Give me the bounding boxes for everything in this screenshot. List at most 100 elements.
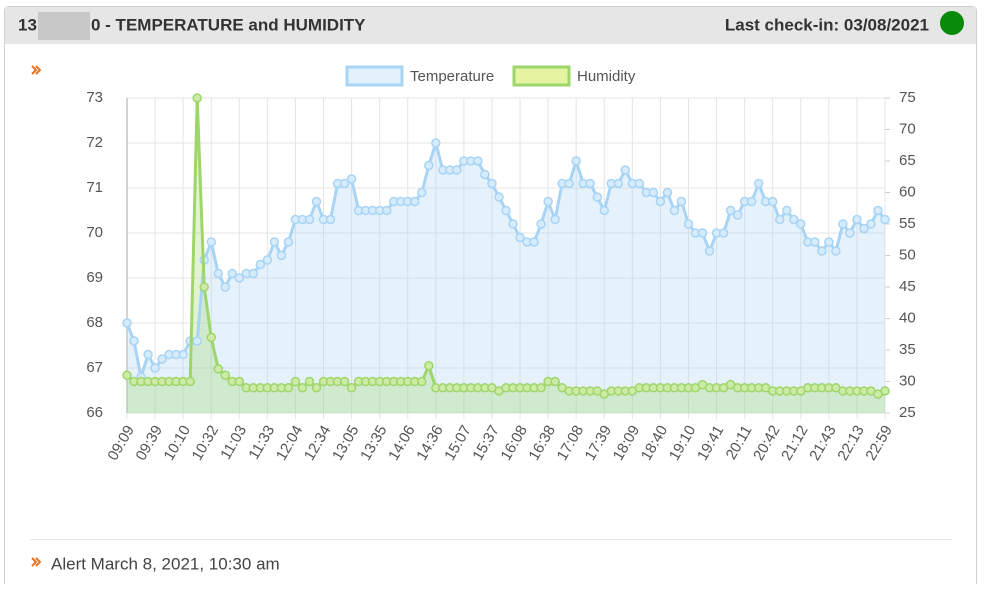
point — [339, 376, 350, 387]
point — [220, 282, 231, 292]
point — [789, 214, 799, 225]
point — [206, 332, 216, 343]
redaction — [38, 12, 90, 40]
point — [157, 354, 167, 364]
point — [248, 268, 259, 279]
point — [325, 214, 336, 225]
point — [515, 232, 525, 243]
point — [283, 237, 294, 247]
point — [150, 363, 160, 373]
point — [838, 219, 848, 229]
point — [536, 383, 546, 393]
point — [592, 192, 602, 202]
point — [213, 268, 223, 279]
y-tick-label: 70 — [86, 224, 103, 241]
last-checkin: Last check-in: 03/08/2021 — [725, 15, 929, 34]
point — [859, 223, 869, 234]
point — [494, 192, 504, 202]
point — [185, 376, 195, 387]
panel-frame — [4, 6, 977, 589]
point — [192, 336, 202, 346]
point — [346, 174, 357, 184]
point — [817, 246, 827, 256]
y2-tick-label: 70 — [899, 120, 916, 137]
point — [304, 376, 315, 387]
legend-label: Temperature — [410, 68, 494, 85]
point — [866, 219, 876, 229]
point — [880, 386, 890, 396]
point — [880, 214, 890, 225]
point — [339, 178, 350, 189]
point — [213, 364, 223, 374]
point — [501, 205, 511, 216]
point — [276, 250, 287, 261]
point — [852, 214, 862, 225]
point — [655, 196, 666, 207]
y-tick-label: 67 — [86, 359, 103, 376]
point — [746, 196, 757, 207]
point — [304, 214, 315, 225]
point — [262, 255, 273, 265]
point — [311, 196, 322, 207]
point — [648, 187, 659, 198]
point — [662, 187, 673, 198]
point — [781, 205, 792, 216]
point — [129, 336, 139, 346]
panel-header — [5, 7, 976, 44]
y-tick-label: 73 — [86, 89, 103, 106]
point — [845, 228, 855, 238]
y-tick-label: 68 — [86, 314, 103, 331]
point — [452, 165, 462, 175]
area — [127, 143, 885, 413]
legend-swatch[interactable] — [512, 65, 571, 87]
point — [767, 196, 778, 207]
point — [683, 219, 694, 229]
point — [431, 138, 441, 148]
y2-tick-label: 30 — [899, 372, 916, 389]
y-tick-label: 66 — [86, 404, 103, 421]
point — [571, 156, 581, 166]
point — [718, 228, 729, 238]
y2-tick-label: 40 — [899, 309, 916, 326]
point — [753, 178, 764, 189]
y-tick-label: 71 — [86, 179, 103, 196]
bullet-icon — [31, 65, 42, 75]
point — [417, 376, 427, 387]
point — [206, 237, 216, 247]
point — [424, 361, 434, 371]
point — [543, 196, 553, 207]
legend-swatch[interactable] — [345, 65, 404, 87]
point — [599, 205, 610, 216]
point — [796, 219, 806, 229]
point — [676, 196, 687, 207]
point — [269, 237, 280, 247]
alert-text[interactable]: Alert March 8, 2021, 10:30 am — [51, 554, 280, 573]
point — [585, 178, 595, 189]
point — [192, 93, 202, 103]
point — [311, 383, 322, 393]
point — [831, 246, 841, 256]
point — [143, 349, 153, 360]
point — [122, 318, 132, 328]
point — [550, 214, 560, 225]
y2-tick-label: 35 — [899, 341, 916, 358]
point — [613, 178, 624, 189]
title: 0 - TEMPERATURE and HUMIDITY — [91, 15, 366, 34]
title-start: 13 — [18, 15, 37, 34]
legend-label: Humidity — [577, 68, 636, 85]
point — [669, 205, 680, 216]
point — [810, 237, 820, 247]
point — [704, 246, 715, 256]
y2-tick-label: 60 — [899, 183, 916, 200]
bullet-icon — [31, 557, 42, 567]
point — [620, 165, 631, 175]
y2-tick-label: 75 — [899, 89, 916, 106]
y2-tick-label: 45 — [899, 278, 916, 295]
point — [410, 196, 420, 207]
status-dot — [940, 11, 964, 35]
point — [634, 178, 645, 189]
point — [480, 169, 490, 180]
point — [346, 383, 357, 393]
point — [697, 228, 708, 238]
